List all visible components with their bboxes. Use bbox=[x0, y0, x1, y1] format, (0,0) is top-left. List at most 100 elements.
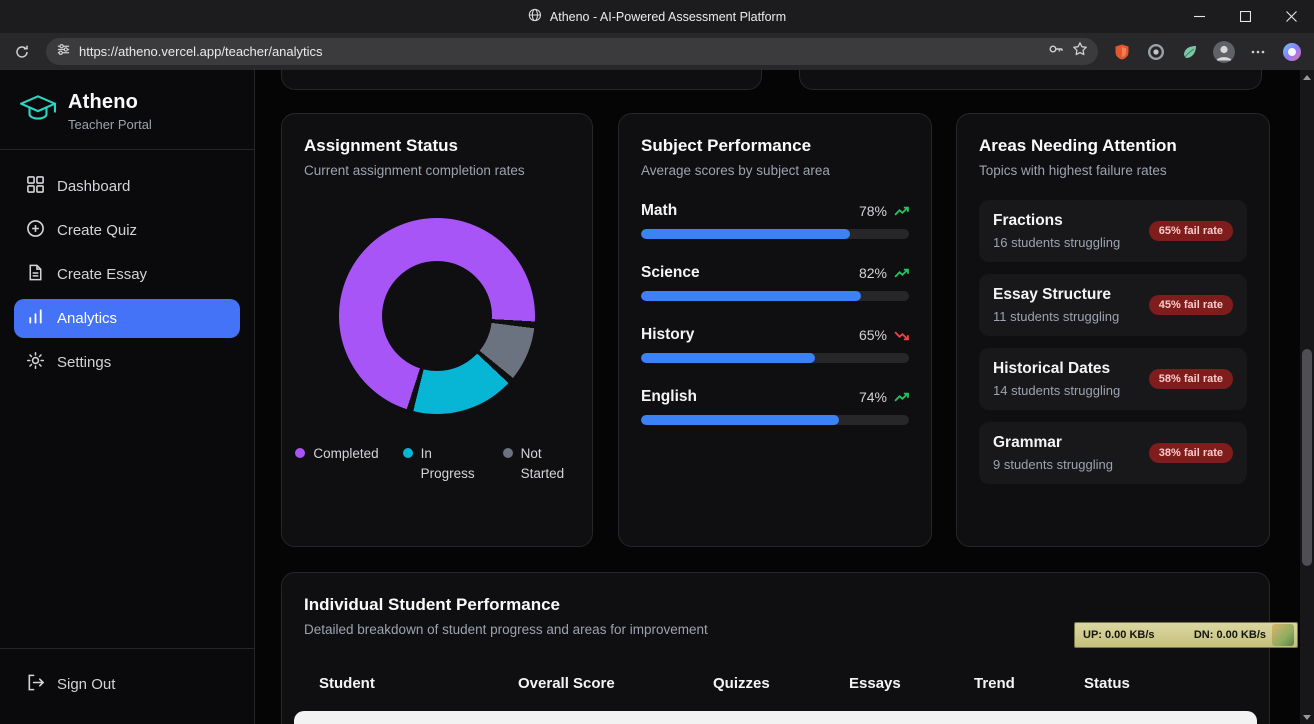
subject-bar-track bbox=[641, 353, 909, 363]
subject-row-english: English 74% bbox=[641, 388, 909, 425]
subject-performance-card: Subject Performance Average scores by su… bbox=[618, 113, 932, 547]
attention-detail: 16 students struggling bbox=[993, 235, 1121, 250]
reload-button[interactable] bbox=[8, 38, 36, 66]
maximize-button[interactable] bbox=[1222, 0, 1268, 33]
profile-avatar[interactable] bbox=[1210, 38, 1238, 66]
sidebar-footer: Sign Out bbox=[0, 648, 254, 724]
sidebar-item-label: Settings bbox=[57, 354, 112, 371]
url-text: https://atheno.vercel.app/teacher/analyt… bbox=[79, 44, 323, 59]
bar-chart-icon bbox=[26, 307, 45, 330]
net-speed-widget[interactable]: UP: 0.00 KB/s DN: 0.00 KB/s bbox=[1074, 622, 1298, 648]
window-title: Atheno - AI-Powered Assessment Platform bbox=[549, 9, 787, 24]
extension-icon-1[interactable] bbox=[1108, 38, 1136, 66]
legend-dot-in-progress bbox=[402, 448, 413, 458]
subject-score: 65% bbox=[858, 327, 887, 343]
subject-bar-track bbox=[641, 415, 909, 425]
legend-label: Not Started bbox=[520, 446, 565, 481]
attention-item-historical-dates: Historical Dates 14 students struggling … bbox=[979, 348, 1247, 410]
card-title: Areas Needing Attention bbox=[979, 136, 1177, 155]
more-options-icon[interactable] bbox=[1244, 38, 1272, 66]
dashboard-grid-icon bbox=[26, 175, 45, 198]
subject-row-science: Science 82% bbox=[641, 264, 909, 301]
legend-label: In Progress bbox=[420, 446, 475, 481]
legend-item-not-started: Not Started bbox=[502, 444, 579, 483]
scroll-up-arrow[interactable] bbox=[1300, 70, 1314, 84]
sign-out-button[interactable]: Sign Out bbox=[14, 665, 240, 704]
column-header-status: Status bbox=[1084, 675, 1130, 692]
password-key-icon[interactable] bbox=[1048, 41, 1064, 62]
subject-score: 82% bbox=[858, 265, 887, 281]
attention-topic: Fractions bbox=[993, 212, 1063, 229]
student-performance-card: Individual Student Performance Detailed … bbox=[281, 572, 1270, 724]
brand-name: Atheno bbox=[68, 91, 139, 113]
site-permissions-icon[interactable] bbox=[56, 42, 71, 62]
subject-name: History bbox=[641, 326, 695, 343]
brand-subtitle: Teacher Portal bbox=[68, 117, 152, 132]
subject-list: Math 78% Science 82% bbox=[641, 202, 909, 425]
donut-chart bbox=[339, 218, 535, 414]
minimize-button[interactable] bbox=[1176, 0, 1222, 33]
assignment-status-card: Assignment Status Current assignment com… bbox=[281, 113, 593, 547]
legend-dot-not-started bbox=[502, 448, 513, 458]
browser-titlebar: Atheno - AI-Powered Assessment Platform bbox=[0, 0, 1314, 33]
attention-item-fractions: Fractions 16 students struggling 65% fai… bbox=[979, 200, 1247, 262]
plus-circle-icon bbox=[26, 219, 45, 242]
vertical-scrollbar[interactable] bbox=[1300, 70, 1314, 724]
fail-rate-badge: 45% fail rate bbox=[1148, 295, 1233, 315]
scroll-down-arrow[interactable] bbox=[1300, 710, 1314, 724]
extension-icon-2[interactable] bbox=[1142, 38, 1170, 66]
table-header-row: Student Overall Score Quizzes Essays Tre… bbox=[304, 675, 1247, 692]
subject-bar-fill bbox=[641, 229, 851, 239]
sidebar-item-settings[interactable]: Settings bbox=[14, 343, 240, 382]
sidebar-item-label: Analytics bbox=[57, 310, 118, 327]
legend-item-in-progress: In Progress bbox=[402, 444, 479, 483]
subject-row-math: Math 78% bbox=[641, 202, 909, 239]
copilot-icon[interactable] bbox=[1278, 38, 1306, 66]
net-upload-speed: UP: 0.00 KB/s bbox=[1083, 629, 1155, 641]
favorite-star-icon[interactable] bbox=[1072, 41, 1088, 62]
donut-legend: Completed In Progress Not Started bbox=[295, 444, 570, 483]
gear-icon bbox=[26, 351, 45, 374]
trend-up-icon bbox=[894, 268, 909, 278]
sidebar-divider bbox=[0, 149, 254, 150]
trend-up-icon bbox=[894, 392, 909, 402]
scrollbar-thumb[interactable] bbox=[1302, 349, 1312, 566]
sidebar-item-label: Create Quiz bbox=[57, 222, 138, 239]
attention-item-essay-structure: Essay Structure 11 students struggling 4… bbox=[979, 274, 1247, 336]
sidebar-item-analytics[interactable]: Analytics bbox=[14, 299, 240, 338]
card-subtitle: Average scores by subject area bbox=[641, 163, 830, 178]
sidebar-nav: Dashboard Create Quiz Create Essay Analy… bbox=[0, 150, 254, 399]
extension-icon-3[interactable] bbox=[1176, 38, 1204, 66]
column-header-trend: Trend bbox=[974, 675, 1015, 692]
attention-list: Fractions 16 students struggling 65% fai… bbox=[979, 200, 1247, 484]
fail-rate-badge: 58% fail rate bbox=[1148, 369, 1233, 389]
address-bar[interactable]: https://atheno.vercel.app/teacher/analyt… bbox=[46, 38, 1098, 65]
subject-bar-fill bbox=[641, 415, 840, 425]
fail-rate-badge: 38% fail rate bbox=[1148, 443, 1233, 463]
card-title: Assignment Status bbox=[304, 136, 458, 155]
attention-detail: 9 students struggling bbox=[993, 457, 1113, 472]
card-partial-top-left bbox=[281, 70, 762, 90]
subject-score: 74% bbox=[858, 389, 887, 405]
legend-dot-completed bbox=[295, 448, 306, 458]
sidebar-item-dashboard[interactable]: Dashboard bbox=[14, 167, 240, 206]
card-title: Subject Performance bbox=[641, 136, 812, 155]
close-button[interactable] bbox=[1268, 0, 1314, 33]
attention-detail: 14 students struggling bbox=[993, 383, 1121, 398]
sidebar-item-create-quiz[interactable]: Create Quiz bbox=[14, 211, 240, 250]
net-download-speed: DN: 0.00 KB/s bbox=[1193, 629, 1266, 641]
sign-out-label: Sign Out bbox=[57, 676, 116, 693]
sidebar-item-create-essay[interactable]: Create Essay bbox=[14, 255, 240, 294]
subject-bar-fill bbox=[641, 291, 861, 301]
attention-topic: Grammar bbox=[993, 434, 1062, 451]
card-subtitle: Current assignment completion rates bbox=[304, 163, 525, 178]
column-header-student: Student bbox=[319, 675, 375, 692]
areas-attention-card: Areas Needing Attention Topics with high… bbox=[956, 113, 1270, 547]
card-subtitle: Topics with highest failure rates bbox=[979, 163, 1167, 178]
card-title: Individual Student Performance bbox=[304, 595, 560, 614]
analytics-page: Assignment Status Current assignment com… bbox=[255, 70, 1314, 724]
attention-topic: Essay Structure bbox=[993, 286, 1112, 303]
attention-topic: Historical Dates bbox=[993, 360, 1111, 377]
brand: Atheno Teacher Portal bbox=[0, 70, 254, 149]
column-header-quizzes: Quizzes bbox=[713, 675, 770, 692]
